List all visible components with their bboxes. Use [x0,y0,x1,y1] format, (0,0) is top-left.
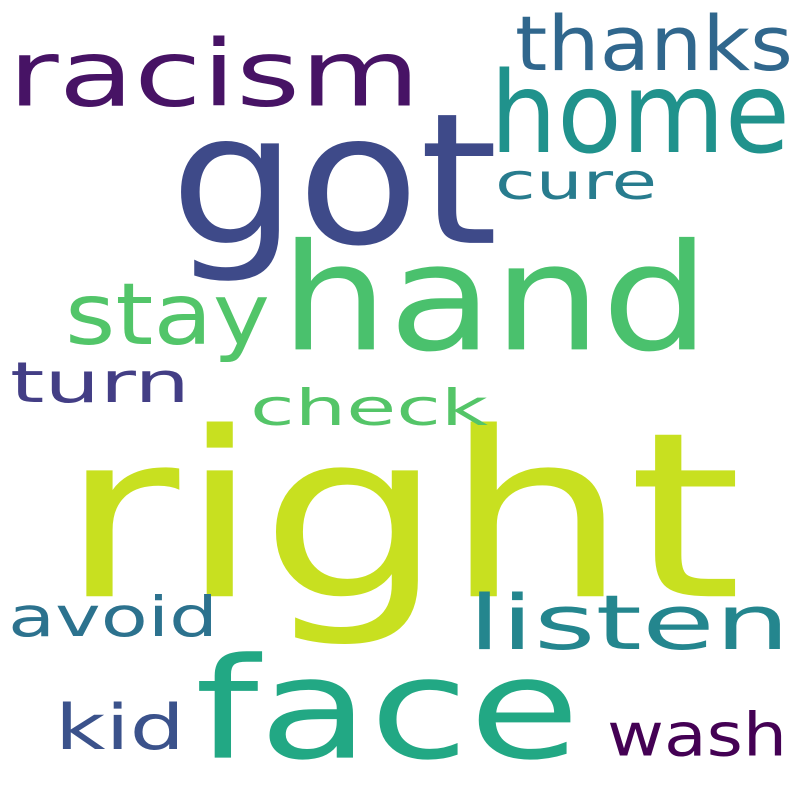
word-thanks: thanks [515,0,793,89]
word-check: check [250,378,488,437]
word-listen: listen [468,578,790,668]
word-hand: hand [280,212,710,385]
word-avoid: avoid [8,585,218,650]
word-turn: turn [10,350,190,416]
word-racism: racism [8,20,420,128]
word-got: got [170,74,498,287]
word-right: right [60,383,742,652]
word-wash: wash [607,699,787,770]
word-face: face [195,628,580,792]
word-cure: cure [495,152,657,211]
word-home: home [490,48,790,179]
word-kid: kid [55,691,185,764]
word-stay: stay [65,264,270,365]
